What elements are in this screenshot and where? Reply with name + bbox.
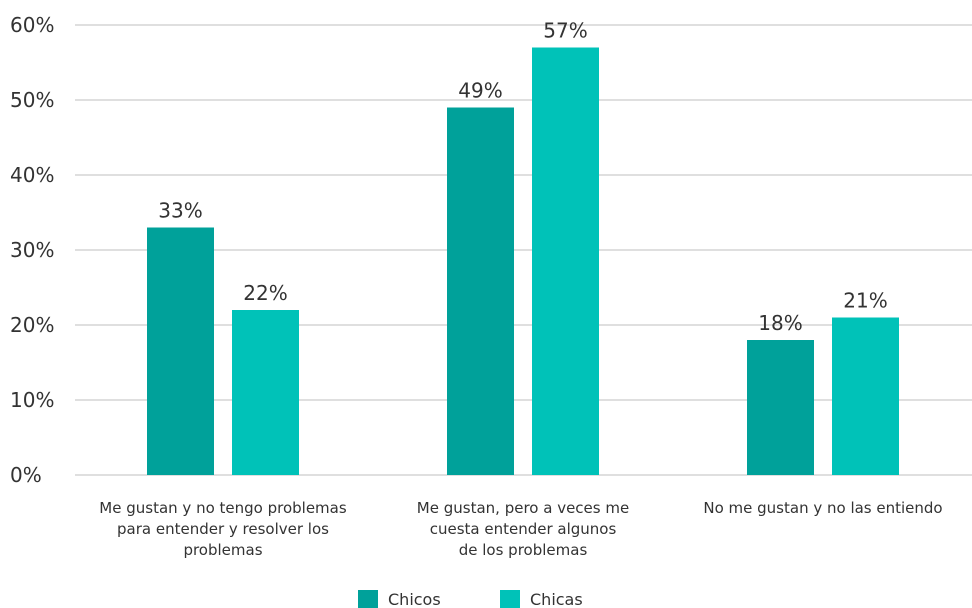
y-tick-label: 0% xyxy=(10,463,42,487)
bars xyxy=(147,47,899,475)
category-label: problemas xyxy=(183,541,262,559)
y-tick-label: 60% xyxy=(10,13,54,37)
bar-chicos-1 xyxy=(147,227,214,475)
y-tick-label: 30% xyxy=(10,238,54,262)
category-label: No me gustan y no las entiendo xyxy=(703,499,942,517)
category-label: Me gustan y no tengo problemas xyxy=(99,499,347,517)
category-label: cuesta entender algunos xyxy=(430,520,617,538)
data-label: 21% xyxy=(843,289,887,313)
category-label: de los problemas xyxy=(459,541,588,559)
data-label: 57% xyxy=(543,19,587,43)
bar-chicos-2 xyxy=(447,107,514,475)
legend: Chicos Chicas xyxy=(358,590,583,608)
y-axis-tick-labels: 0% 10% 20% 30% 40% 50% 60% xyxy=(10,13,54,487)
category-label: Me gustan, pero a veces me xyxy=(417,499,629,517)
data-label: 22% xyxy=(243,281,287,305)
legend-swatch-chicas xyxy=(500,590,520,608)
y-tick-label: 20% xyxy=(10,313,54,337)
legend-swatch-chicos xyxy=(358,590,378,608)
y-tick-label: 10% xyxy=(10,388,54,412)
bar-chicas-2 xyxy=(532,47,599,475)
data-labels: 33% 22% 49% 57% 18% 21% xyxy=(158,19,887,336)
data-label: 18% xyxy=(758,311,802,335)
legend-label-chicas: Chicas xyxy=(530,590,583,608)
y-tick-label: 50% xyxy=(10,88,54,112)
bar-chicas-3 xyxy=(832,317,899,475)
legend-label-chicos: Chicos xyxy=(388,590,441,608)
data-label: 49% xyxy=(458,79,502,103)
x-axis-category-labels: Me gustan y no tengo problemas para enten… xyxy=(99,499,942,559)
data-label: 33% xyxy=(158,199,202,223)
gridlines xyxy=(75,24,972,476)
bar-chicos-3 xyxy=(747,340,814,475)
category-label: para entender y resolver los xyxy=(117,520,329,538)
bar-chicas-1 xyxy=(232,310,299,475)
y-tick-label: 40% xyxy=(10,163,54,187)
